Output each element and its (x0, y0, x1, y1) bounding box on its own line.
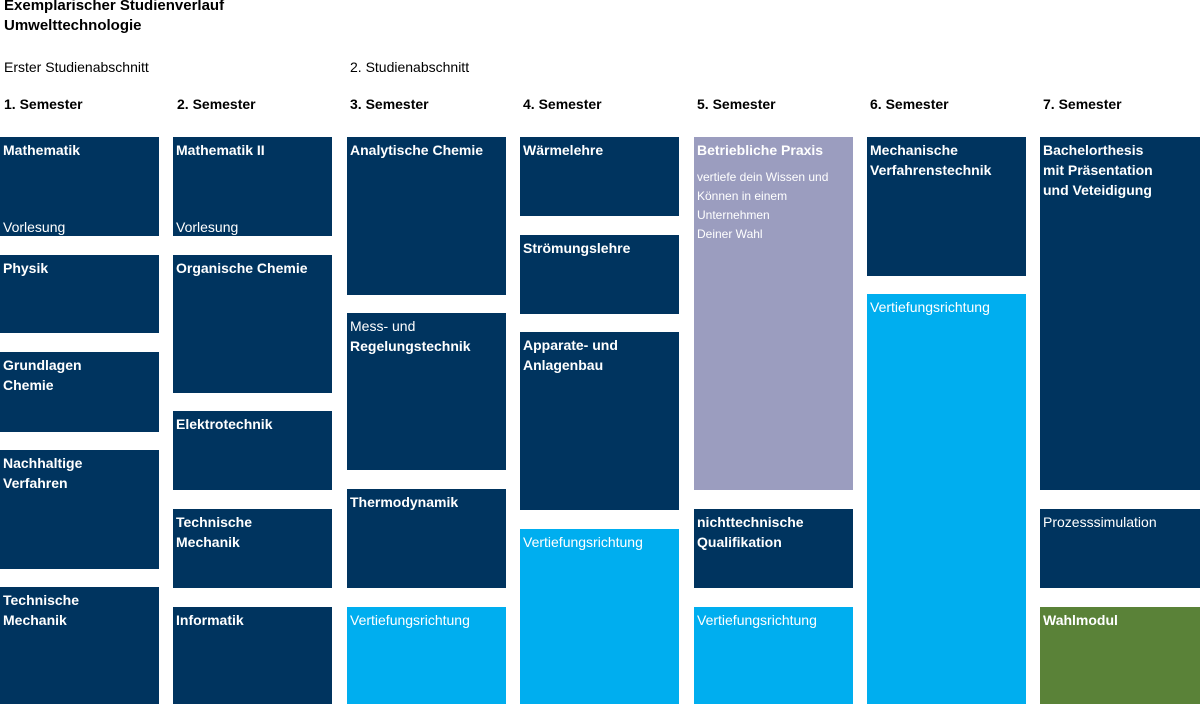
module-name: Nachhaltige Verfahren (3, 455, 83, 491)
module-mathematik: Mathematik Vorlesung (0, 137, 159, 236)
semester-1-header: 1. Semester (4, 96, 83, 112)
title-line-2: Umwelttechnologie (4, 17, 142, 34)
module-nichttechnische-qualifikation: nichttechnische Qualifikation (694, 509, 853, 588)
module-name: Wärmelehre (523, 142, 604, 158)
module-name: Technische Mechanik (176, 514, 252, 550)
module-name: Mechanische Verfahrenstechnik (870, 142, 992, 178)
page-title: Exemplarischer Studienverlauf Umwelttech… (4, 0, 224, 36)
module-nachhaltige-verfahren: Nachhaltige Verfahren (0, 450, 159, 569)
module-organische-chemie: Organische Chemie (173, 255, 332, 393)
module-name: Mathematik (3, 142, 81, 158)
module-mathematik-2: Mathematik II Vorlesung (173, 137, 332, 236)
module-informatik: Informatik (173, 607, 332, 704)
semester-2-header: 2. Semester (177, 96, 256, 112)
module-name: Informatik (176, 612, 244, 628)
module-technische-mechanik-1: Technische Mechanik (0, 587, 159, 704)
module-name: Vertiefungsrichtung (350, 612, 470, 628)
module-name: Organische Chemie (176, 260, 308, 276)
module-type: Vorlesung (176, 219, 239, 235)
module-name: Prozesssimulation (1043, 514, 1157, 530)
module-waermelehre: Wärmelehre (520, 137, 679, 216)
module-prozesssimulation: Prozesssimulation (1040, 509, 1200, 588)
module-stroemungslehre: Strömungslehre (520, 235, 679, 314)
title-line-1: Exemplarischer Studienverlauf (4, 0, 225, 14)
module-name: Grundlagen Chemie (3, 357, 82, 393)
semester-5-header: 5. Semester (697, 96, 776, 112)
module-name: Mathematik II (176, 142, 265, 158)
module-vertiefungsrichtung-s6: Vertiefungsrichtung (867, 294, 1026, 704)
module-name: Vertiefungsrichtung (870, 299, 990, 315)
module-thermodynamik: Thermodynamik (347, 489, 506, 588)
semester-3-header: 3. Semester (350, 96, 429, 112)
module-wahlmodul: Wahlmodul (1040, 607, 1200, 704)
module-elektrotechnik: Elektrotechnik (173, 411, 332, 490)
module-name: Technische Mechanik (3, 592, 79, 628)
module-name: nichttechnische Qualifikation (697, 514, 804, 550)
section-label-second: 2. Studienabschnitt (350, 59, 470, 75)
module-name: Vertiefungsrichtung (523, 534, 643, 550)
module-description: vertiefe dein Wissen und Können in einem… (697, 170, 829, 241)
module-name: Apparate- und Anlagenbau (523, 337, 618, 373)
module-name-prefix: Mess- und (350, 318, 416, 334)
module-name: Analytische Chemie (350, 142, 484, 158)
module-name: Vertiefungsrichtung (697, 612, 817, 628)
semester-7-header: 7. Semester (1043, 96, 1122, 112)
module-name: Wahlmodul (1043, 612, 1118, 628)
module-physik: Physik (0, 255, 159, 333)
module-mechanische-verfahrenstechnik: Mechanische Verfahrenstechnik (867, 137, 1026, 276)
module-betriebliche-praxis: Betriebliche Praxis vertiefe dein Wissen… (694, 137, 853, 490)
section-label-first: Erster Studienabschnitt (4, 59, 149, 75)
module-analytische-chemie: Analytische Chemie (347, 137, 506, 295)
module-name: Elektrotechnik (176, 416, 273, 432)
module-bachelorthesis: Bachelorthesis mit Präsentation und Vete… (1040, 137, 1200, 490)
semester-6-header: 6. Semester (870, 96, 949, 112)
module-name: Betriebliche Praxis (697, 142, 824, 158)
module-grundlagen-chemie: Grundlagen Chemie (0, 352, 159, 432)
module-name: Bachelorthesis mit Präsentation und Vete… (1043, 142, 1153, 198)
module-type: Vorlesung (3, 219, 66, 235)
module-name: Thermodynamik (350, 494, 459, 510)
module-vertiefungsrichtung-s5: Vertiefungsrichtung (694, 607, 853, 704)
module-vertiefungsrichtung-s3: Vertiefungsrichtung (347, 607, 506, 704)
module-vertiefungsrichtung-s4: Vertiefungsrichtung (520, 529, 679, 704)
module-technische-mechanik-2: Technische Mechanik (173, 509, 332, 588)
module-mess-und-regelungstechnik: Mess- und Regelungstechnik (347, 313, 506, 470)
semester-4-header: 4. Semester (523, 96, 602, 112)
module-apparate-und-anlagenbau: Apparate- und Anlagenbau (520, 332, 679, 510)
module-name: Physik (3, 260, 49, 276)
module-name: Strömungslehre (523, 240, 631, 256)
module-name: Regelungstechnik (350, 338, 471, 354)
